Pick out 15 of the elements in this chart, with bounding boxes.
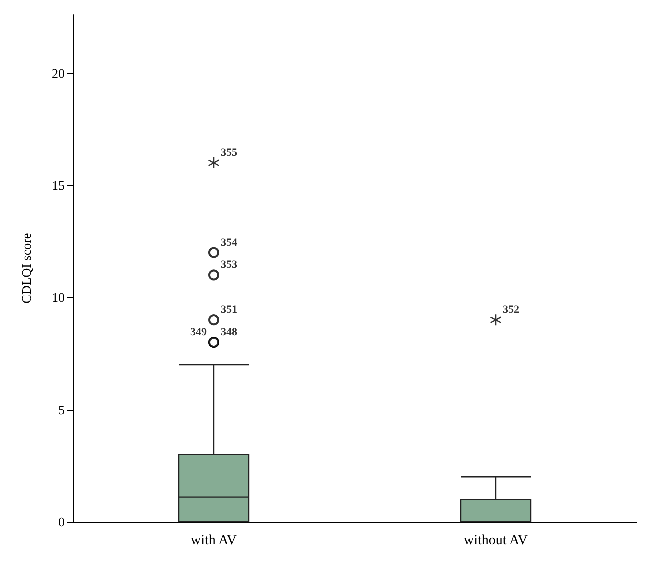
x-tick-label: without AV xyxy=(464,534,528,548)
annotation: 351 xyxy=(221,304,238,316)
annotation: 348 xyxy=(221,326,238,339)
y-tick-label: 10 xyxy=(52,290,65,306)
y-tick-label: 5 xyxy=(58,402,65,418)
y-tick-label: 15 xyxy=(52,178,65,193)
annotation: 353 xyxy=(221,259,238,272)
annotation: 355 xyxy=(221,147,238,160)
y-tick-label: 0 xyxy=(58,514,65,530)
annotation: 352 xyxy=(503,304,520,316)
annotation: 354 xyxy=(221,236,238,249)
x-tick-label: with AV xyxy=(190,534,238,548)
annotation: 349 xyxy=(190,326,208,339)
y-axis-title: CDLQI score xyxy=(19,233,34,304)
y-tick-label: 20 xyxy=(52,66,65,81)
